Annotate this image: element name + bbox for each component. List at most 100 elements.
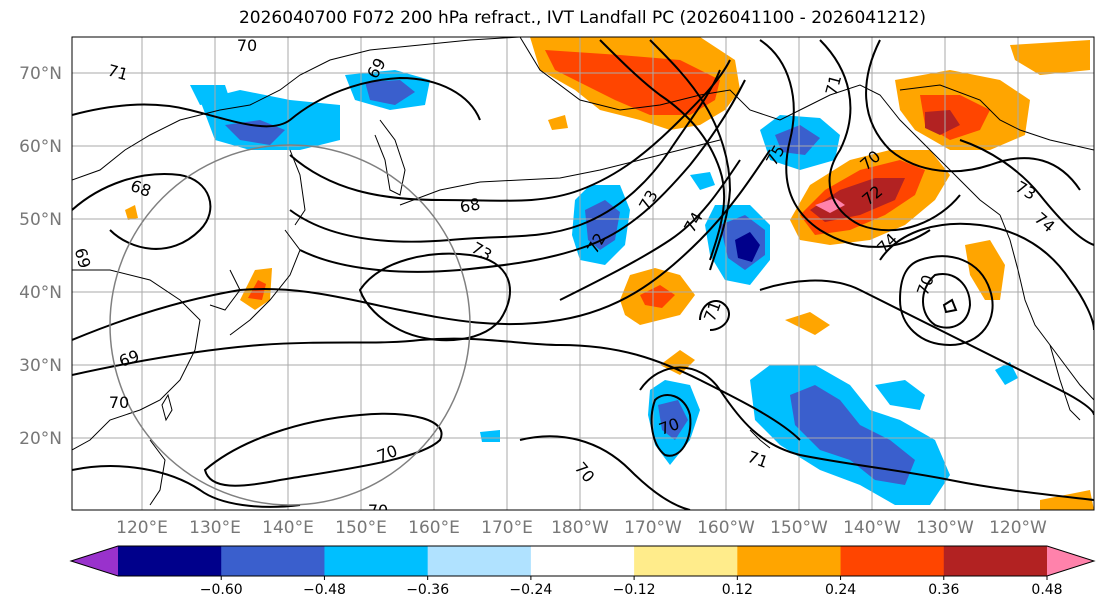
contour-19 (898, 255, 994, 347)
contour-label: 70 (368, 501, 388, 520)
contour-22 (879, 222, 1094, 331)
shade-nw-blue-light2 (190, 85, 230, 105)
contour-21 (942, 298, 958, 314)
contour-3 (289, 59, 731, 202)
contours (72, 39, 1094, 510)
shade-mid-blue-dark (735, 232, 760, 262)
shade-small-blue-2 (480, 430, 500, 442)
contour-11 (519, 435, 691, 510)
shade-trop-blue-1-med (658, 400, 688, 440)
contour-5 (299, 79, 746, 273)
lat-axis: 70°N 60°N 50°N 40°N 30°N 20°N (19, 64, 62, 449)
lon-label: 150°W (770, 518, 828, 538)
contour-17 (865, 39, 1081, 191)
coast-hawaii (749, 429, 771, 449)
contour-10 (72, 465, 301, 508)
colorbar-box (840, 546, 945, 576)
coast-baja (1049, 344, 1081, 421)
contour-24 (599, 39, 726, 261)
contour-23 (959, 139, 1094, 246)
shade-small-orange-2 (125, 205, 138, 220)
lat-label: 40°N (19, 283, 62, 303)
lon-label: 180°W (551, 518, 609, 538)
shade-small-orange-1 (548, 115, 568, 130)
shade-east-orange (785, 312, 830, 335)
map-frame (71, 36, 1095, 511)
colorbar-tick-label: −0.12 (613, 582, 656, 598)
coast-taiwan (161, 393, 173, 422)
contour-18 (759, 279, 1094, 416)
shade-goa-pink (815, 198, 845, 213)
colorbar-box (118, 546, 222, 576)
coast-alaska (519, 37, 1001, 216)
contour-label: 71 (106, 61, 131, 85)
lat-label: 50°N (19, 210, 62, 230)
coast-korea (209, 269, 241, 311)
colorbar-box (737, 546, 842, 576)
contour-12 (650, 394, 692, 457)
lon-label: 170°W (624, 518, 682, 538)
colorbar-tick-label: −0.60 (200, 582, 243, 598)
shade-central-red (640, 285, 675, 308)
contour-4 (289, 69, 721, 243)
contour-14 (699, 300, 730, 331)
lon-label: 160°W (697, 518, 755, 538)
lon-label: 160°E (408, 518, 460, 538)
contour-16 (819, 39, 961, 232)
contour-6 (72, 149, 771, 341)
contour-label: 70 (237, 36, 257, 55)
coast-westcoast (999, 214, 1094, 401)
colorbar-box (221, 546, 325, 576)
shade-alaska-darkred (925, 110, 960, 135)
contour-15 (759, 39, 931, 248)
contour-9 (203, 412, 443, 487)
lon-label: 120°E (116, 518, 168, 538)
colorbar-outline (69, 545, 1096, 577)
contour-2 (72, 173, 212, 250)
lon-label: 120°W (989, 518, 1047, 538)
shade-trop-blue-2-med (790, 385, 915, 485)
colorbar-extend-high (1047, 546, 1094, 576)
contour-8 (358, 252, 511, 342)
coast-asia (72, 37, 521, 181)
contour-1 (72, 76, 481, 128)
shade-wc-orange (965, 240, 1005, 300)
colorbar-extend-low (71, 546, 118, 576)
shade-trop-blue-4 (995, 362, 1018, 385)
map-title: 2026040700 F072 200 hPa refract., IVT La… (238, 8, 926, 28)
colorbar-tick-label: −0.24 (509, 582, 552, 598)
contour-7 (72, 337, 801, 441)
lon-label: 130°W (916, 518, 974, 538)
contour-label: 70 (109, 393, 129, 412)
shade-ne-orange (1010, 40, 1090, 75)
colorbar-box (530, 546, 635, 576)
colorbar-tick-label: 0.36 (928, 582, 959, 598)
lon-label: 170°E (481, 518, 533, 538)
region-circle (109, 144, 471, 506)
coast-philippines (149, 439, 166, 506)
contour-label: 71 (822, 73, 846, 98)
shade-se-orange (1040, 490, 1094, 510)
coastlines (72, 37, 1094, 506)
shade-trop-blue-3 (875, 380, 925, 410)
lon-label: 140°E (262, 518, 314, 538)
colorbar-box (943, 546, 1048, 576)
shade-gulf-blue-med (775, 125, 820, 155)
shade-central-blue-med (585, 200, 620, 250)
contour-26 (559, 159, 741, 301)
lon-label: 140°W (843, 518, 901, 538)
colorbar-tick-label: 0.48 (1031, 582, 1062, 598)
colorbar: −0.60 −0.48 −0.36 −0.24 −0.12 0.12 0.24 0.36 0.4… (69, 545, 1096, 598)
graticule (72, 37, 1094, 510)
colorbar-tick-label: −0.48 (303, 582, 346, 598)
contour-label: 68 (458, 194, 481, 216)
colorbar-tick-label: −0.36 (406, 582, 449, 598)
lat-label: 70°N (19, 64, 62, 84)
colorbar-box (634, 546, 738, 576)
coast-china (72, 269, 201, 451)
shade-small-blue (690, 172, 715, 190)
coast-canada-inner (899, 84, 1094, 151)
lon-label: 130°E (189, 518, 241, 538)
contour-label: 69 (71, 246, 95, 271)
